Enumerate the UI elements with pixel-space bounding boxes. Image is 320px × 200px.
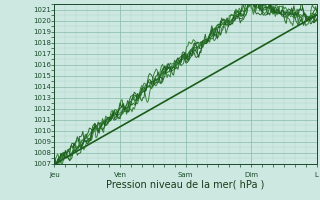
- X-axis label: Pression niveau de la mer( hPa ): Pression niveau de la mer( hPa ): [107, 179, 265, 189]
